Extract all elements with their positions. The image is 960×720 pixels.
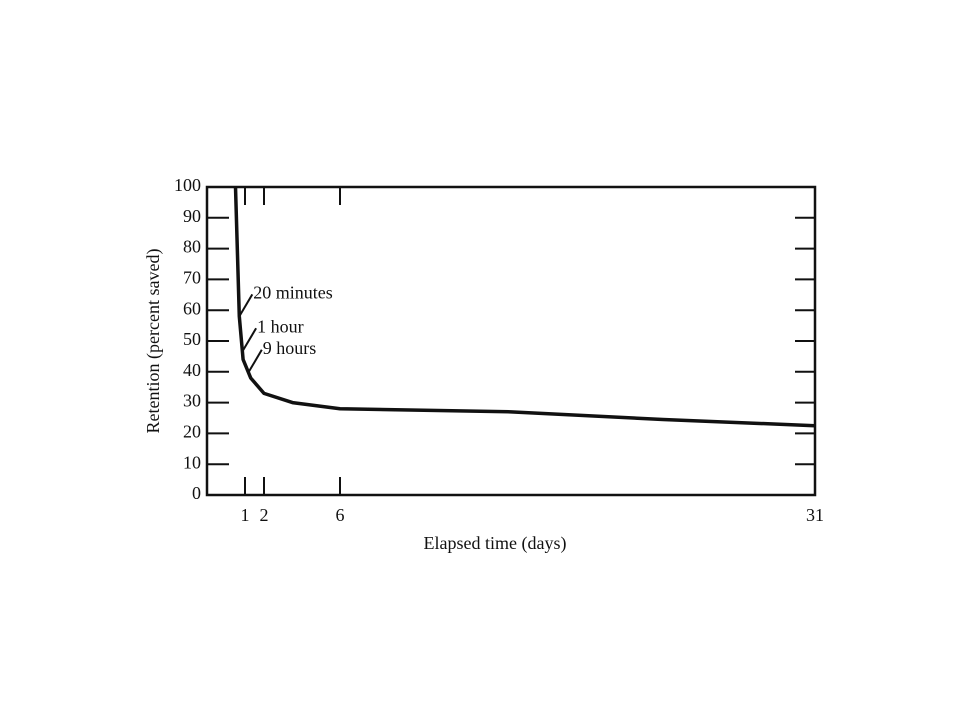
- data-line: [233, 186, 816, 428]
- y-tick-label: 100: [174, 175, 201, 195]
- y-axis-label: Retention (percent saved): [143, 249, 164, 434]
- x-tick-label: 1: [241, 505, 250, 525]
- x-tick-label: 2: [260, 505, 269, 525]
- y-tick-label: 80: [183, 237, 201, 257]
- y-tick-label: 40: [183, 360, 201, 380]
- y-tick-label: 30: [183, 391, 201, 411]
- annotation: 9 hours: [263, 338, 317, 358]
- y-tick-label: 10: [183, 452, 201, 472]
- annotation-leader: [242, 327, 257, 351]
- x-axis-label: Elapsed time (days): [424, 533, 567, 554]
- x-tick-label: 31: [806, 505, 824, 525]
- annotation-leader: [238, 293, 254, 317]
- annotation: 20 minutes: [253, 282, 332, 302]
- y-tick-label: 20: [183, 422, 201, 442]
- y-tick-label: 0: [192, 483, 201, 503]
- y-tick-label: 60: [183, 298, 201, 318]
- y-tick-label: 50: [183, 329, 201, 349]
- annotation-leader: [247, 349, 263, 373]
- annotation: 1 hour: [257, 316, 304, 336]
- y-tick-label: 70: [183, 268, 201, 288]
- x-tick-label: 6: [336, 505, 345, 525]
- y-tick-label: 90: [183, 206, 201, 226]
